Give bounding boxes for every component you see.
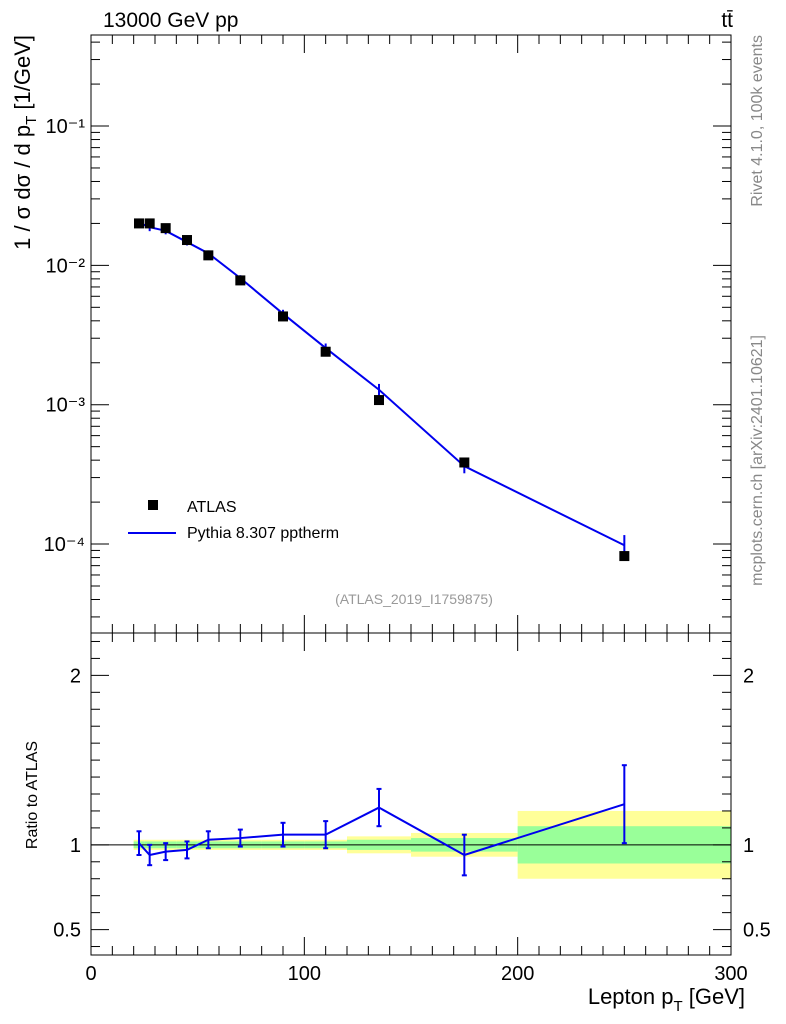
- atlas-data-point: [182, 235, 192, 246]
- ratio-y-tick-label-right: 2: [743, 665, 754, 687]
- ratio-y-tick-label-left: 0.5: [53, 920, 81, 942]
- ratio-y-tick-label-left: 2: [70, 665, 81, 687]
- main-y-tick-label: 10⁻²: [46, 255, 86, 277]
- atlas-data-point: [278, 311, 288, 322]
- ratio-panel-axes: 0.5 0.5 1 1 2 2 0 100 200 300: [53, 632, 771, 985]
- main-y-tick-label: 10⁻⁴: [44, 534, 85, 556]
- main-y-axis-label: 1 / σ dσ / d pT [1/GeV]: [10, 35, 40, 250]
- legend-mc-label: Pythia 8.307 pptherm: [187, 525, 339, 542]
- main-y-label-sub: T: [23, 116, 40, 125]
- x-label-text: Lepton p: [588, 984, 674, 1009]
- atlas-data-point: [160, 223, 171, 234]
- main-y-label-text: 1 / σ dσ / d p: [10, 125, 35, 250]
- energy-label: 13000 GeV pp: [103, 9, 238, 32]
- ratio-y-tick-label-right: 0.5: [743, 920, 771, 942]
- main-panel-marks: [134, 218, 630, 562]
- atlas-data-point: [374, 395, 384, 406]
- analysis-label: (ATLAS_2019_I1759875): [335, 591, 493, 607]
- atlas-data-point: [144, 218, 155, 229]
- ratio-panel-frame: [90, 632, 732, 956]
- atlas-data-point: [320, 346, 331, 357]
- legend: ATLAS Pythia 8.307 pptherm: [128, 499, 339, 542]
- ratio-y-tick-label-left: 1: [70, 835, 81, 857]
- main-panel-frame: [90, 34, 732, 634]
- mc-line: [138, 221, 625, 547]
- main-y-tick-label: 10⁻³: [46, 395, 86, 417]
- x-axis-label: Lepton pT [GeV]: [588, 984, 745, 1015]
- atlas-data-point: [134, 218, 144, 229]
- legend-atlas-label: ATLAS: [187, 499, 237, 516]
- x-tick-label: 0: [85, 963, 96, 985]
- atlas-data-point: [619, 551, 630, 562]
- ratio-panel-bands: [91, 810, 731, 879]
- x-tick-label: 300: [714, 963, 747, 985]
- atlas-data-point: [235, 275, 246, 286]
- source-label: mcplots.cern.ch [arXiv:2401.10621]: [749, 335, 766, 586]
- ratio-y-axis-label: Ratio to ATLAS: [24, 741, 41, 849]
- atlas-data-point: [459, 457, 470, 468]
- rivet-version-label: Rivet 4.1.0, 100k events: [749, 35, 766, 207]
- ratio-panel-marks: [136, 764, 627, 877]
- process-label: tt̄: [721, 9, 733, 32]
- x-label-sub: T: [673, 998, 682, 1015]
- main-y-label-unit: [1/GeV]: [10, 35, 35, 116]
- x-label-unit: [GeV]: [683, 984, 745, 1009]
- legend-atlas-marker: [148, 500, 158, 510]
- x-tick-label: 200: [501, 963, 534, 985]
- ratio-y-tick-label-right: 1: [743, 835, 754, 857]
- atlas-data-point: [203, 250, 214, 261]
- main-panel-axes: 10⁻⁴ 10⁻³ 10⁻² 10⁻¹: [44, 34, 732, 634]
- main-y-tick-label: 10⁻¹: [46, 116, 86, 138]
- x-tick-label: 100: [288, 963, 321, 985]
